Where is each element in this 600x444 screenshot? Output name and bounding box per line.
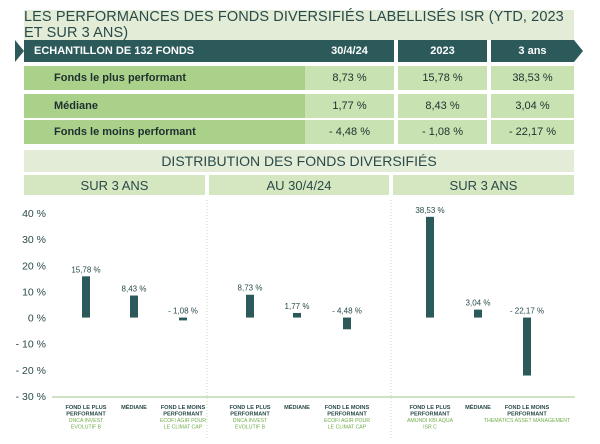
cell-best-ytd: 8,73 %: [305, 66, 394, 90]
bar: [293, 312, 301, 318]
row-label-median: Médiane: [24, 94, 305, 118]
table-header-3y: 3 ans: [491, 40, 574, 62]
fund-name-label: LE CLIMAT CAP: [328, 425, 367, 431]
category-label: PERFORMANT: [410, 412, 450, 418]
y-tick-label: - 10 %: [16, 339, 46, 351]
bar-value-label: 15,78 %: [71, 265, 100, 274]
bar-value-label: 8,73 %: [238, 284, 263, 293]
bar: [179, 317, 187, 321]
table-header-2023: 2023: [398, 40, 487, 62]
fund-name-label: AMUNDI KBI AQUA: [407, 418, 454, 424]
category-label: FOND LE MOINS: [505, 405, 550, 411]
bar-value-label: 8,43 %: [122, 285, 147, 294]
fund-name-label: EVOLUTIF B: [71, 425, 102, 431]
row-label-worst: Fonds le moins performant: [24, 120, 305, 144]
fund-name-label: DNCA INVEST: [233, 418, 268, 424]
fund-name-label: EVOLUTIF B: [235, 425, 266, 431]
y-tick-label: 0 %: [28, 313, 46, 325]
bar-value-label: - 4,48 %: [332, 307, 362, 316]
y-tick-label: - 30 %: [16, 391, 46, 403]
fund-name-label: ECOFI AGIR POUR: [160, 418, 206, 424]
header-arrow-right: [574, 40, 583, 62]
y-tick-label: 40 %: [22, 208, 46, 220]
category-label: FOND LE PLUS: [409, 405, 450, 411]
category-label: PERFORMANT: [163, 412, 203, 418]
table-header-ytd: 30/4/24: [305, 40, 394, 62]
bar-value-label: 38,53 %: [415, 206, 444, 215]
category-label: FOND LE MOINS: [161, 405, 206, 411]
panel-header-2: AU 30/4/24: [209, 175, 389, 195]
bar: [82, 276, 90, 318]
y-tick-label: - 20 %: [16, 365, 46, 377]
panel-header-1: SUR 3 ANS: [24, 175, 205, 195]
category-label: FOND LE PLUS: [229, 405, 270, 411]
cell-best-3y: 38,53 %: [491, 66, 574, 90]
bar: [426, 216, 434, 318]
bar: [474, 309, 482, 318]
fund-name-label: ISR C: [423, 425, 437, 431]
cell-median-3y: 3,04 %: [491, 94, 574, 118]
bar: [130, 295, 138, 318]
category-label: MÉDIANE: [284, 403, 310, 411]
category-label: PERFORMANT: [327, 412, 367, 418]
bar-value-label: 3,04 %: [466, 299, 491, 308]
category-label: FOND LE PLUS: [65, 405, 106, 411]
y-tick-label: 20 %: [22, 260, 46, 272]
bar: [523, 317, 531, 376]
cell-worst-2023: - 1,08 %: [398, 120, 487, 144]
cell-worst-ytd: - 4,48 %: [305, 120, 394, 144]
category-label: MÉDIANE: [121, 403, 147, 411]
cell-median-2023: 8,43 %: [398, 94, 487, 118]
fund-name-label: THEMATICS ASSET MANAGEMENT: [484, 418, 571, 424]
bar: [246, 294, 254, 318]
header-arrow-left: [15, 40, 24, 62]
cell-median-ytd: 1,77 %: [305, 94, 394, 118]
row-label-best: Fonds le plus performant: [24, 66, 305, 90]
bar-value-label: 1,77 %: [285, 302, 310, 311]
panel-header-3: SUR 3 ANS: [393, 175, 574, 195]
category-label: MÉDIANE: [465, 403, 491, 411]
fund-name-label: DNCA INVEST: [69, 418, 104, 424]
table-header-sample: ECHANTILLON DE 132 FONDS: [24, 40, 305, 62]
bar-value-label: - 22,17 %: [510, 307, 544, 316]
y-tick-label: 10 %: [22, 286, 46, 298]
page-title: LES PERFORMANCES DES FONDS DIVERSIFIÉS L…: [24, 9, 574, 41]
category-label: PERFORMANT: [230, 412, 270, 418]
cell-worst-3y: - 22,17 %: [491, 120, 574, 144]
fund-name-label: ECOFI AGIR POUR: [324, 418, 370, 424]
category-label: PERFORMANT: [66, 412, 106, 418]
category-label: PERFORMANT: [507, 412, 547, 418]
bar-value-label: - 1,08 %: [168, 307, 198, 316]
fund-name-label: LE CLIMAT CAP: [164, 425, 203, 431]
cell-best-2023: 15,78 %: [398, 66, 487, 90]
y-tick-label: 30 %: [22, 234, 46, 246]
bar: [343, 317, 351, 330]
category-label: FOND LE MOINS: [325, 405, 370, 411]
distribution-title: DISTRIBUTION DES FONDS DIVERSIFIÉS: [24, 150, 574, 172]
